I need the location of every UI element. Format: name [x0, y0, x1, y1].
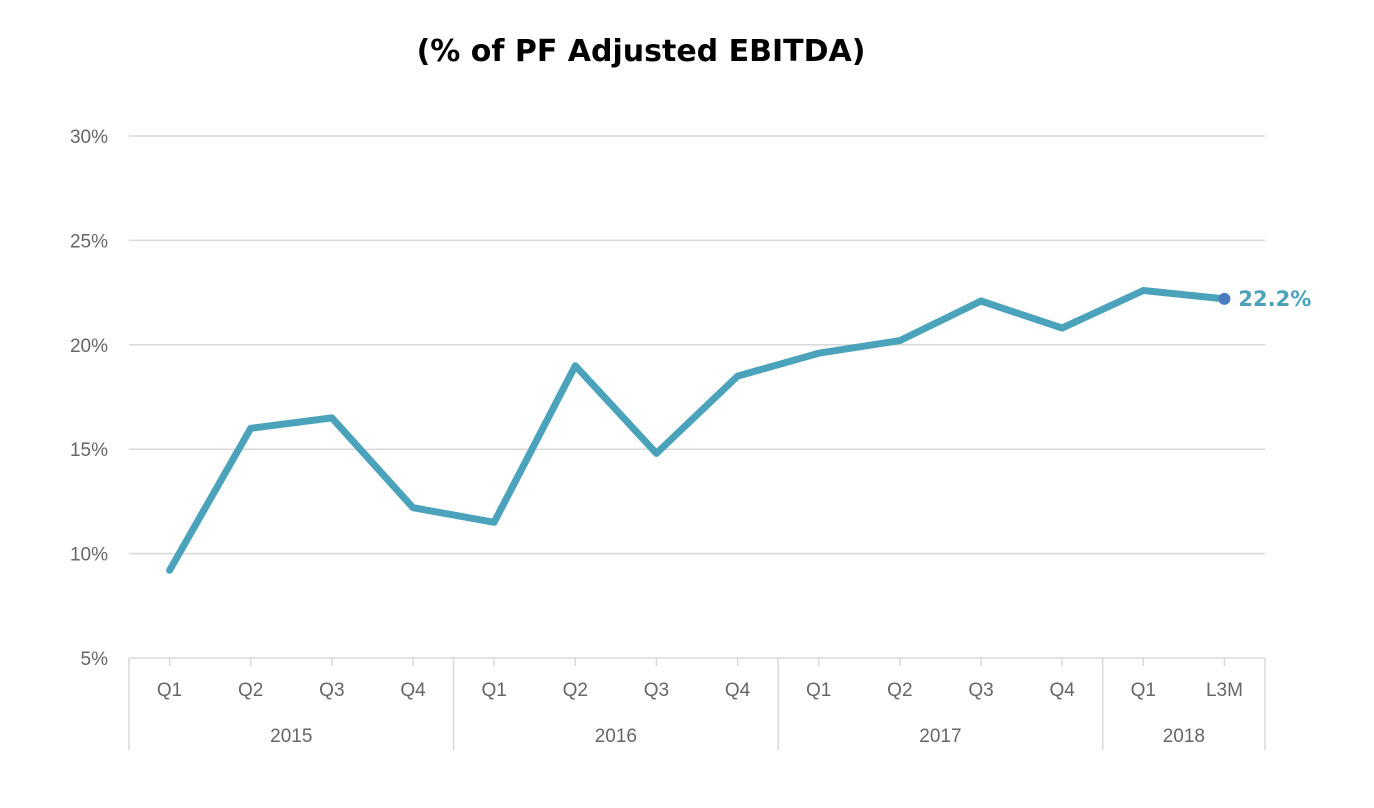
last-point-marker	[1218, 292, 1231, 305]
x-tick-label: Q4	[725, 680, 751, 701]
y-axis: 5% 10% 15% 20% 25% 30%	[70, 127, 108, 670]
x-tick-label: Q1	[1131, 680, 1156, 701]
y-tick-label: 25%	[70, 231, 108, 252]
x-axis: Q1 Q2 Q3 Q4 Q1 Q2 Q3 Q4 Q1 Q2 Q3 Q4 Q1 L3M 2015 2016 201…	[128, 657, 1266, 750]
gridlines	[129, 135, 1265, 555]
x-tick-label: Q4	[1049, 680, 1075, 701]
x-tick-label: Q1	[806, 680, 831, 701]
y-tick-label: 30%	[70, 127, 108, 148]
x-tick-label: Q4	[400, 680, 426, 701]
x-group-label: 2015	[270, 726, 312, 747]
x-tick-label: Q2	[238, 680, 263, 701]
x-tick-label: L3M	[1206, 680, 1243, 701]
x-tick-label: Q1	[157, 680, 182, 701]
x-group-label: 2016	[595, 726, 637, 747]
x-tick-label: Q3	[968, 680, 993, 701]
x-group-label: 2017	[919, 726, 961, 747]
y-tick-label: 10%	[70, 545, 108, 566]
x-group-label: 2018	[1163, 726, 1205, 747]
chart-title: (% of PF Adjusted EBITDA)	[416, 34, 866, 69]
last-point-label: 22.2%	[1238, 287, 1311, 311]
x-tick-label: Q2	[563, 680, 588, 701]
x-tick-label: Q3	[319, 680, 344, 701]
series-line	[166, 287, 1228, 574]
y-tick-label: 15%	[70, 440, 108, 461]
series-layer: 22.2%	[166, 287, 1311, 574]
x-tick-label: Q1	[481, 680, 506, 701]
y-tick-label: 20%	[70, 336, 108, 357]
x-tick-label: Q3	[644, 680, 669, 701]
y-tick-label: 5%	[81, 649, 109, 670]
x-tick-label: Q2	[887, 680, 912, 701]
